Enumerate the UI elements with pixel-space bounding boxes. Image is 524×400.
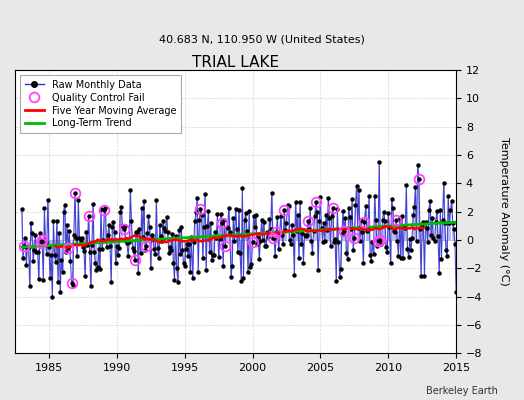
- Text: 40.683 N, 110.950 W (United States): 40.683 N, 110.950 W (United States): [159, 34, 365, 44]
- Text: Berkeley Earth: Berkeley Earth: [426, 386, 498, 396]
- Legend: Raw Monthly Data, Quality Control Fail, Five Year Moving Average, Long-Term Tren: Raw Monthly Data, Quality Control Fail, …: [20, 75, 181, 133]
- Y-axis label: Temperature Anomaly (°C): Temperature Anomaly (°C): [499, 137, 509, 286]
- Title: TRIAL LAKE: TRIAL LAKE: [192, 55, 279, 70]
